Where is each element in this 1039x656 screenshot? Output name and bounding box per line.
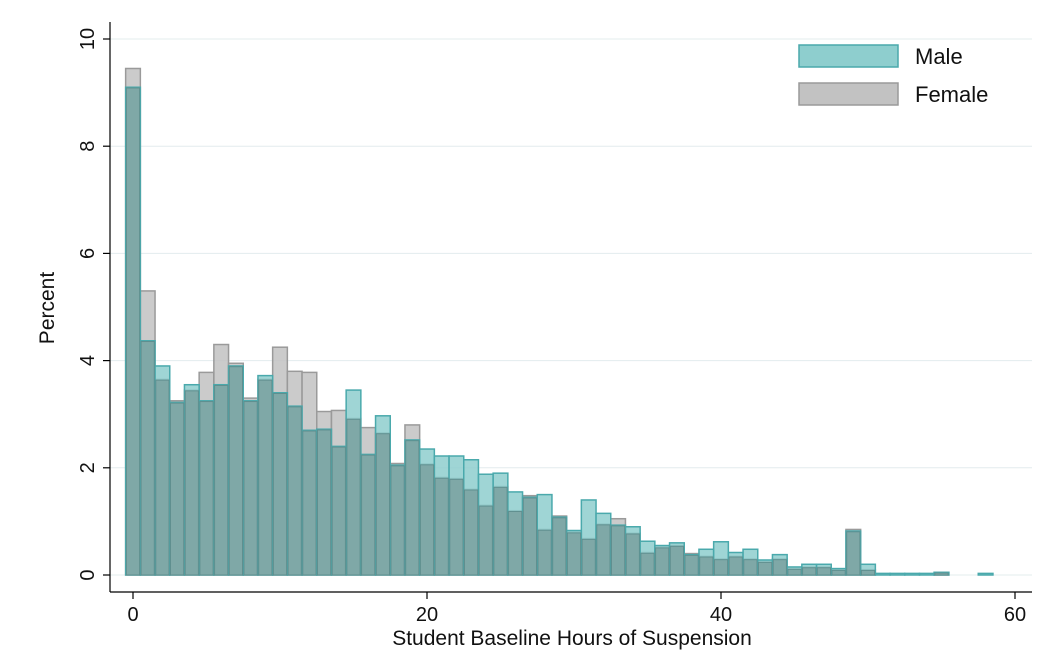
overlap-bar — [419, 464, 435, 576]
male-bar — [874, 572, 891, 576]
overlap-bar — [860, 569, 876, 576]
overlap-bar — [611, 525, 626, 576]
overlap-bar — [302, 430, 317, 576]
overlap-bar — [537, 529, 552, 576]
overlap-bar — [214, 384, 229, 576]
overlap-bar — [155, 379, 170, 576]
overlap-bar — [934, 572, 949, 576]
y-ticks: 0 2 4 6 8 10 — [77, 28, 110, 581]
legend: Male Female — [798, 44, 988, 107]
overlap-bar — [331, 446, 346, 576]
overlap-bar — [772, 559, 787, 576]
y-tick-label: 2 — [77, 462, 99, 473]
overlap-bar — [566, 532, 582, 576]
overlap-bar — [449, 478, 464, 576]
overlap-bar — [846, 531, 861, 576]
male-bar — [977, 572, 994, 576]
y-tick-label: 4 — [77, 355, 99, 366]
y-tick-label: 0 — [77, 569, 99, 580]
overlap-bar — [802, 567, 817, 576]
male-bar — [918, 572, 935, 576]
overlap-bar — [552, 517, 567, 576]
overlap-bar — [272, 393, 288, 576]
overlap-bar — [243, 401, 258, 576]
x-ticks: 0 20 40 60 — [127, 592, 1026, 626]
overlap-bar — [390, 465, 405, 576]
overlap-bar — [831, 569, 846, 576]
x-tick-label: 20 — [416, 604, 438, 626]
overlap-bar — [375, 433, 390, 576]
x-axis-title: Student Baseline Hours of Suspension — [392, 627, 752, 650]
y-axis-title: Percent — [36, 272, 59, 345]
overlap-bar — [699, 556, 714, 576]
overlap-bar — [258, 379, 273, 576]
overlap-bar — [728, 556, 743, 576]
overlap-bars — [125, 87, 949, 576]
y-tick-label: 8 — [77, 141, 99, 152]
overlap-bar — [581, 538, 596, 576]
overlap-bar — [140, 341, 155, 576]
male-bar — [889, 572, 906, 576]
overlap-bar — [743, 559, 758, 576]
overlap-bar — [669, 545, 684, 576]
overlap-bar — [405, 440, 420, 576]
overlap-bar — [199, 401, 214, 576]
legend-swatch-male — [798, 44, 899, 68]
y-tick-label: 10 — [77, 28, 99, 50]
overlap-bar — [287, 406, 302, 576]
overlap-bar — [508, 510, 523, 576]
overlap-bar — [184, 390, 199, 576]
legend-label-male: Male — [915, 44, 963, 69]
overlap-bar — [434, 477, 449, 576]
overlap-bar — [478, 505, 493, 576]
overlap-bar — [625, 533, 640, 576]
overlap-bar — [361, 454, 376, 576]
overlap-bar — [522, 497, 537, 576]
overlap-bar — [346, 418, 361, 576]
overlap-bar — [596, 524, 611, 576]
x-tick-label: 60 — [1004, 604, 1026, 626]
overlap-bar — [464, 489, 479, 576]
overlap-bar — [816, 567, 831, 576]
overlap-bar — [228, 366, 244, 576]
x-tick-label: 0 — [127, 604, 138, 626]
legend-swatch-female — [798, 82, 899, 106]
overlap-bar — [684, 554, 699, 576]
overlap-bar — [713, 559, 729, 576]
x-tick-label: 40 — [710, 604, 732, 626]
overlap-bar — [787, 568, 802, 576]
overlap-bar — [640, 552, 655, 576]
y-tick-label: 6 — [77, 248, 99, 259]
overlap-bar — [758, 561, 773, 576]
overlap-bar — [317, 429, 332, 576]
legend-label-female: Female — [915, 82, 988, 107]
overlap-bar — [493, 486, 508, 576]
overlap-bar — [125, 87, 141, 576]
overlap-bar — [655, 547, 670, 576]
overlap-bar — [170, 402, 185, 576]
male-bar — [904, 572, 921, 576]
